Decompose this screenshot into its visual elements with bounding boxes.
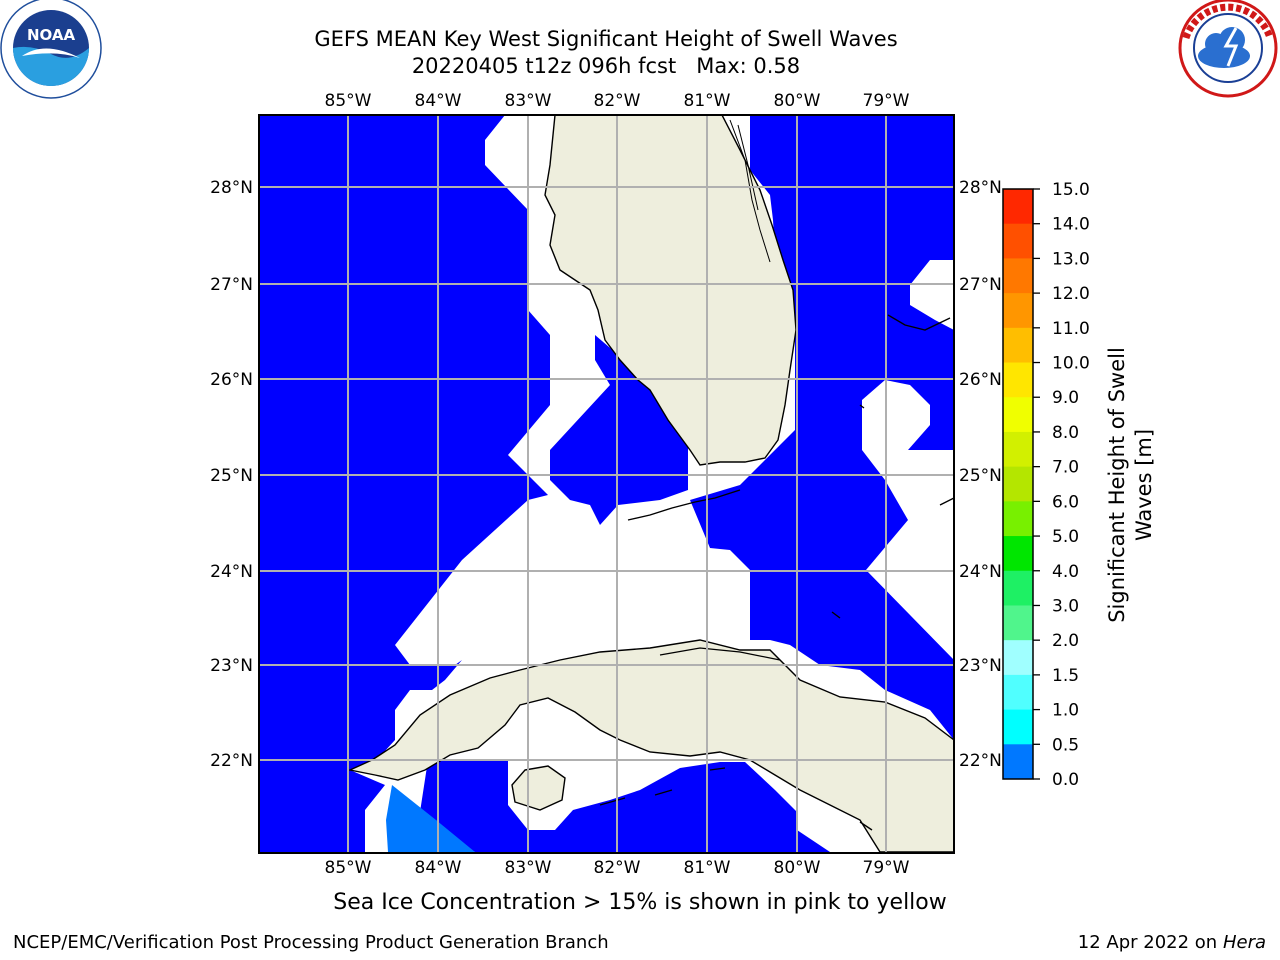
- lon-label-bottom: 79°W: [863, 858, 910, 878]
- lat-label-right: 28°N: [959, 178, 1002, 198]
- lat-label-left: 28°N: [210, 178, 253, 198]
- lon-label-bottom: 80°W: [774, 858, 821, 878]
- colorbar-tick-label: 10.0: [1052, 354, 1090, 374]
- colorbar-tick-label: 9.0: [1052, 388, 1079, 408]
- colorbar-tick-label: 1.5: [1052, 666, 1079, 686]
- lat-label-left: 25°N: [210, 466, 253, 486]
- colorbar-tick-label: 7.0: [1052, 458, 1079, 478]
- isle-of-youth: [511, 765, 566, 811]
- colorbar-tick-label: 11.0: [1052, 319, 1090, 339]
- colorbar-band: [1003, 709, 1033, 745]
- map-canvas: [259, 115, 954, 853]
- colorbar-band: [1003, 223, 1033, 259]
- florida-coast-detail: [729, 119, 771, 263]
- lon-label-bottom: 82°W: [594, 858, 641, 878]
- colorbar-band: [1003, 744, 1033, 780]
- colorbar-label-line1: Significant Height of Swell: [1105, 347, 1129, 623]
- map-gridlines: [259, 115, 954, 852]
- lat-label-right: 25°N: [959, 466, 1002, 486]
- lon-label-top: 79°W: [863, 91, 910, 111]
- colorbar-tick-label: 1.0: [1052, 701, 1079, 721]
- colorbar-band: [1003, 536, 1033, 572]
- lon-label-bottom: 83°W: [505, 858, 552, 878]
- lat-label-right: 26°N: [959, 370, 1002, 390]
- colorbar-tick-label: 12.0: [1052, 284, 1090, 304]
- footer-host: Hera: [1222, 932, 1266, 953]
- lat-label-right: 23°N: [959, 656, 1002, 676]
- colorbar-tick-label: 3.0: [1052, 596, 1079, 616]
- colorbar-band: [1003, 605, 1033, 641]
- map-title: GEFS MEAN Key West Significant Height of…: [314, 27, 898, 51]
- lon-label-bottom: 81°W: [684, 858, 731, 878]
- colorbar-band: [1003, 258, 1033, 294]
- lat-label-left: 24°N: [210, 562, 253, 582]
- footer-date-text: 12 Apr 2022 on: [1077, 932, 1223, 953]
- noaa-logo: NOAA: [0, 0, 102, 99]
- lon-label-top: 82°W: [594, 91, 641, 111]
- colorbar-band: [1003, 293, 1033, 329]
- colorbar-label: Significant Height of Swell Waves [m]: [1105, 347, 1156, 623]
- swell-region-blue: [550, 335, 688, 525]
- colorbar-label-line2: Waves [m]: [1132, 429, 1156, 541]
- colorbar-band: [1003, 397, 1033, 433]
- lat-label-right: 27°N: [959, 275, 1002, 295]
- lat-label-left: 22°N: [210, 751, 253, 771]
- colorbar-band: [1003, 640, 1033, 676]
- lon-label-top: 80°W: [774, 91, 821, 111]
- lon-label-top: 84°W: [415, 91, 462, 111]
- lon-label-top: 81°W: [684, 91, 731, 111]
- sea-ice-note: Sea Ice Concentration > 15% is shown in …: [333, 890, 947, 915]
- lat-label-right: 22°N: [959, 751, 1002, 771]
- colorbar-band: [1003, 570, 1033, 606]
- colorbar-band: [1003, 466, 1033, 502]
- colorbar-tick-label: 13.0: [1052, 249, 1090, 269]
- colorbar-band: [1003, 189, 1033, 225]
- lon-label-bottom: 85°W: [325, 858, 372, 878]
- colorbar-band: [1003, 674, 1033, 711]
- swell-region-blue: [259, 115, 550, 852]
- colorbar-tick-label: 6.0: [1052, 492, 1079, 512]
- swell-region-blue: [420, 760, 830, 852]
- lon-label-top: 85°W: [325, 91, 372, 111]
- swell-region-blue: [690, 115, 954, 740]
- lon-label-bottom: 84°W: [415, 858, 462, 878]
- map-subtitle: 20220405 t12z 096h fcst Max: 0.58: [411, 54, 801, 78]
- cuba-north-cays: [599, 647, 781, 806]
- footer-credit: NCEP/EMC/Verification Post Processing Pr…: [13, 932, 609, 953]
- colorbar-band: [1003, 431, 1033, 468]
- colorbar-tick-label: 14.0: [1052, 215, 1090, 235]
- colorbar-frame: [1002, 188, 1034, 780]
- colorbar-tick-label: 4.0: [1052, 562, 1079, 582]
- bahamas-islands: [831, 314, 954, 831]
- florida-landmass: [544, 115, 797, 466]
- colorbar-tick-label: 0.0: [1052, 770, 1079, 790]
- swell-region-light-blue: [386, 785, 475, 852]
- florida-keys: [627, 489, 741, 521]
- colorbar-tick-label: 5.0: [1052, 527, 1079, 547]
- colorbar-tick-label: 0.5: [1052, 735, 1079, 755]
- nws-logo: [1178, 0, 1278, 98]
- lon-label-top: 83°W: [505, 91, 552, 111]
- lat-label-left: 27°N: [210, 275, 253, 295]
- noaa-logo-text: NOAA: [27, 26, 76, 44]
- colorbar-tick-label: 15.0: [1052, 180, 1090, 200]
- colorbar-band: [1003, 327, 1033, 364]
- colorbar-tick-label: 8.0: [1052, 423, 1079, 443]
- lat-label-right: 24°N: [959, 562, 1002, 582]
- lat-label-left: 26°N: [210, 370, 253, 390]
- colorbar-band: [1003, 501, 1033, 537]
- lat-label-left: 23°N: [210, 656, 253, 676]
- footer-date: 12 Apr 2022 on Hera: [1078, 932, 1266, 953]
- map-frame: [258, 114, 955, 854]
- colorbar: [1003, 189, 1033, 780]
- colorbar-tick-label: 2.0: [1052, 631, 1079, 651]
- colorbar-ticks: 15.0 14.0 13.0 12.0 11.0 10.0 9.0 8.0 7.0 6.0 5.0 4…: [1033, 180, 1090, 790]
- colorbar-band: [1003, 362, 1033, 398]
